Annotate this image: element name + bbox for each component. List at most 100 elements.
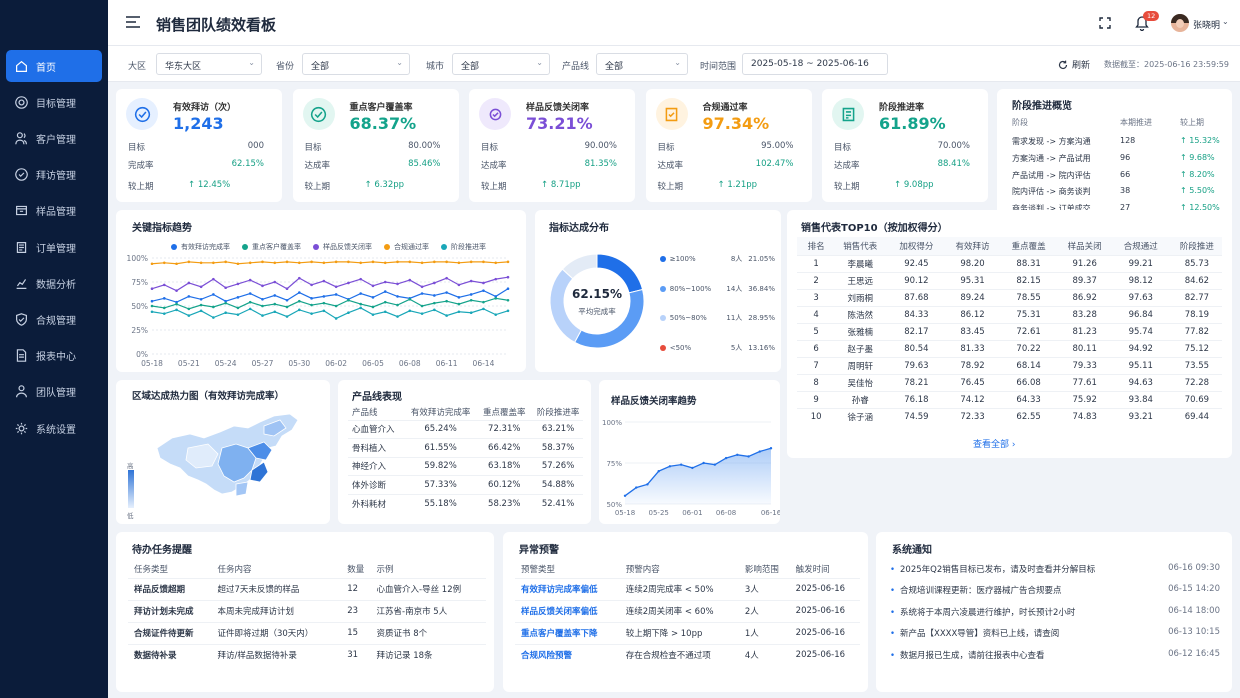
- table-cell: 65.24%: [401, 419, 476, 439]
- chevron-down-icon: ⌄: [396, 58, 403, 67]
- legend-item[interactable]: 阶段推进率: [441, 242, 486, 252]
- y-tick-label: 0%: [136, 350, 148, 359]
- legend-swatch: [441, 244, 447, 250]
- table-row[interactable]: 拜访计划未完成 本周未完成拜访计划 23 江苏省-南京市 5人: [128, 599, 486, 622]
- city-select[interactable]: 全部 ⌄: [452, 53, 550, 75]
- notice-item[interactable]: • 数据月报已生成，请前往报表中心查看 06-12 16:45: [890, 649, 1220, 661]
- table-cell: 8: [797, 373, 830, 391]
- table-cell[interactable]: 样品反馈关闭率偏低: [515, 599, 620, 622]
- x-tick-label: 06-14: [473, 359, 495, 368]
- table-row[interactable]: 合规风险预警 存在合规检查不通过项 4人 2025-06-16: [515, 643, 860, 666]
- heat-legend-bar: [128, 470, 134, 508]
- legend-item[interactable]: 合规通过率: [384, 242, 429, 252]
- table-row[interactable]: 样品反馈关闭率偏低 连续2周关闭率 < 60% 2人 2025-06-16: [515, 599, 860, 622]
- sidebar-item-2[interactable]: 客户管理: [6, 122, 102, 154]
- region-label: 大区: [128, 62, 147, 72]
- y-tick-label: 100%: [602, 419, 622, 427]
- table-cell[interactable]: 有效拜访完成率偏低: [515, 577, 620, 600]
- table-row[interactable]: 7 周明轩 79.63 78.92 68.14 79.33 95.11 73.55: [797, 356, 1222, 374]
- table-row[interactable]: 2 王思远 90.12 95.31 82.15 89.37 98.12 84.62: [797, 271, 1222, 289]
- legend-item[interactable]: 有效拜访完成率: [171, 242, 230, 252]
- table-cell: 7: [797, 356, 830, 374]
- series-point: [248, 292, 252, 295]
- region-select[interactable]: 华东大区 ⌄: [156, 53, 262, 75]
- product-select[interactable]: 全部 ⌄: [596, 53, 688, 75]
- notice-item[interactable]: • 系统将于本周六凌晨进行维护，时长预计2小时 06-14 18:00: [890, 606, 1220, 618]
- user-name[interactable]: 张晓明: [1193, 21, 1221, 31]
- view-all-link[interactable]: 查看全部 ›: [973, 437, 1016, 450]
- donut-legend-swatch: [660, 344, 666, 351]
- series-point: [285, 305, 289, 309]
- notice-item[interactable]: • 2025年Q2销售目标已发布，请及时查看并分解目标 06-16 09:30: [890, 563, 1220, 575]
- table-cell: 76.18: [885, 390, 942, 408]
- series-point: [457, 283, 461, 287]
- notice-time: 06-13 10:15: [1168, 627, 1220, 638]
- column-header: 阶段推进: [1165, 237, 1222, 255]
- sidebar-item-4[interactable]: 样品管理: [6, 195, 102, 227]
- kpi-row-label: 目标: [481, 143, 499, 153]
- sidebar-item-6[interactable]: 数据分析: [6, 267, 102, 299]
- table-cell: 87.68: [885, 288, 942, 306]
- x-tick-label: 05-27: [252, 359, 274, 368]
- time-range-input[interactable]: 2025-05-18 ~ 2025-06-16: [742, 53, 888, 75]
- table-row[interactable]: 10 徐子涵 74.59 72.33 62.55 74.83 93.21 69.44: [797, 407, 1222, 425]
- legend-item[interactable]: 样品反馈关闭率: [313, 242, 372, 252]
- chevron-down-icon[interactable]: ⌄: [1222, 17, 1229, 26]
- column-header: 排名: [797, 237, 830, 255]
- sidebar-item-5[interactable]: 订单管理: [6, 231, 102, 263]
- notice-item[interactable]: • 合规培训课程更新：医疗器械广告合规要点 06-15 14:20: [890, 584, 1220, 596]
- table-row[interactable]: 5 张雅楠 82.17 83.45 72.61 81.23 95.74 77.82: [797, 322, 1222, 340]
- donut-center-value: 62.15%: [572, 287, 622, 301]
- legend-swatch: [242, 244, 248, 250]
- fullscreen-icon[interactable]: [1099, 17, 1111, 29]
- table-cell: 证件即将过期（30天内）: [211, 621, 342, 644]
- table-row[interactable]: 8 吴佳怡 78.21 76.45 66.08 77.61 94.63 72.28: [797, 373, 1222, 391]
- series-point: [273, 280, 277, 284]
- table-row[interactable]: 重点客户覆盖率下降 较上期下降 > 10pp 1人 2025-06-16: [515, 621, 860, 644]
- table-row[interactable]: 样品反馈超期 超过7天未反馈的样品 12 心血管介入-导丝 12例: [128, 577, 486, 600]
- table-row[interactable]: 外科耗材 55.18% 58.23% 52.41%: [348, 493, 583, 513]
- series-point: [322, 295, 326, 298]
- city-label: 城市: [426, 62, 445, 72]
- sidebar-item-7[interactable]: 合规管理: [6, 303, 102, 335]
- sidebar-item-8[interactable]: 报表中心: [6, 340, 102, 372]
- table-row[interactable]: 有效拜访完成率偏低 连续2周完成率 < 50% 3人 2025-06-16: [515, 577, 860, 600]
- legend-item[interactable]: 重点客户覆盖率: [242, 242, 301, 252]
- table-row[interactable]: 心血管介入 65.24% 72.31% 63.21%: [348, 419, 583, 439]
- table-cell: 资质证书 8个: [370, 621, 486, 644]
- series-point: [408, 260, 412, 264]
- sidebar-item-0[interactable]: 首页: [6, 50, 102, 82]
- table-row[interactable]: 1 李晨曦 92.45 98.20 88.31 91.26 99.21 85.73: [797, 254, 1222, 272]
- sidebar-item-3[interactable]: 拜访管理: [6, 159, 102, 191]
- table-row[interactable]: 9 孙睿 76.18 74.12 64.33 75.92 93.84 70.69: [797, 390, 1222, 408]
- table-cell: 58.37%: [529, 438, 583, 457]
- province-select[interactable]: 全部 ⌄: [302, 53, 410, 75]
- refresh-button[interactable]: 刷新: [1058, 58, 1090, 71]
- table-row[interactable]: 合规证件待更新 证件即将过期（30天内） 15 资质证书 8个: [128, 621, 486, 644]
- table-cell: 60.12%: [475, 475, 530, 494]
- kpi-row-value: ↑ 6.32pp: [364, 180, 405, 190]
- table-cell: 78.19: [1165, 305, 1222, 323]
- sidebar-item-9[interactable]: 团队管理: [6, 376, 102, 408]
- sidebar-item-10[interactable]: 系统设置: [6, 412, 102, 444]
- menu-icon[interactable]: [126, 16, 140, 28]
- table-header: 任务类型 任务内容 数量 示例: [128, 560, 486, 578]
- series-point: [371, 260, 375, 264]
- table-row[interactable]: 4 陈浩然 84.33 86.12 75.31 83.28 96.84 78.19: [797, 305, 1222, 323]
- sidebar-item-label: 目标管理: [36, 98, 76, 110]
- sidebar-item-1[interactable]: 目标管理: [6, 86, 102, 118]
- table-row[interactable]: 体外诊断 57.33% 60.12% 54.88%: [348, 475, 583, 494]
- table-row[interactable]: 骨科植入 61.55% 66.42% 58.37%: [348, 438, 583, 457]
- table-row[interactable]: 神经介入 59.82% 63.18% 57.26%: [348, 456, 583, 476]
- table-cell[interactable]: 重点客户覆盖率下降: [515, 621, 620, 644]
- notice-item[interactable]: • 新产品【XXXX导管】资料已上线，请查阅 06-13 10:15: [890, 627, 1220, 639]
- table-row[interactable]: 数据待补录 拜访/样品数据待补录 31 拜访记录 18条: [128, 643, 486, 666]
- table-cell: 92.45: [885, 254, 942, 272]
- sidebar-item-label: 订单管理: [36, 243, 76, 255]
- series-line: [151, 261, 509, 265]
- table-cell: 74.83: [1053, 407, 1110, 425]
- table-cell[interactable]: 合规风险预警: [515, 643, 620, 666]
- avatar[interactable]: [1171, 14, 1189, 32]
- table-row[interactable]: 6 赵子墨 80.54 81.33 70.22 80.11 94.92 75.12: [797, 339, 1222, 357]
- table-row[interactable]: 3 刘雨桐 87.68 89.24 78.55 86.92 97.63 82.77: [797, 288, 1222, 306]
